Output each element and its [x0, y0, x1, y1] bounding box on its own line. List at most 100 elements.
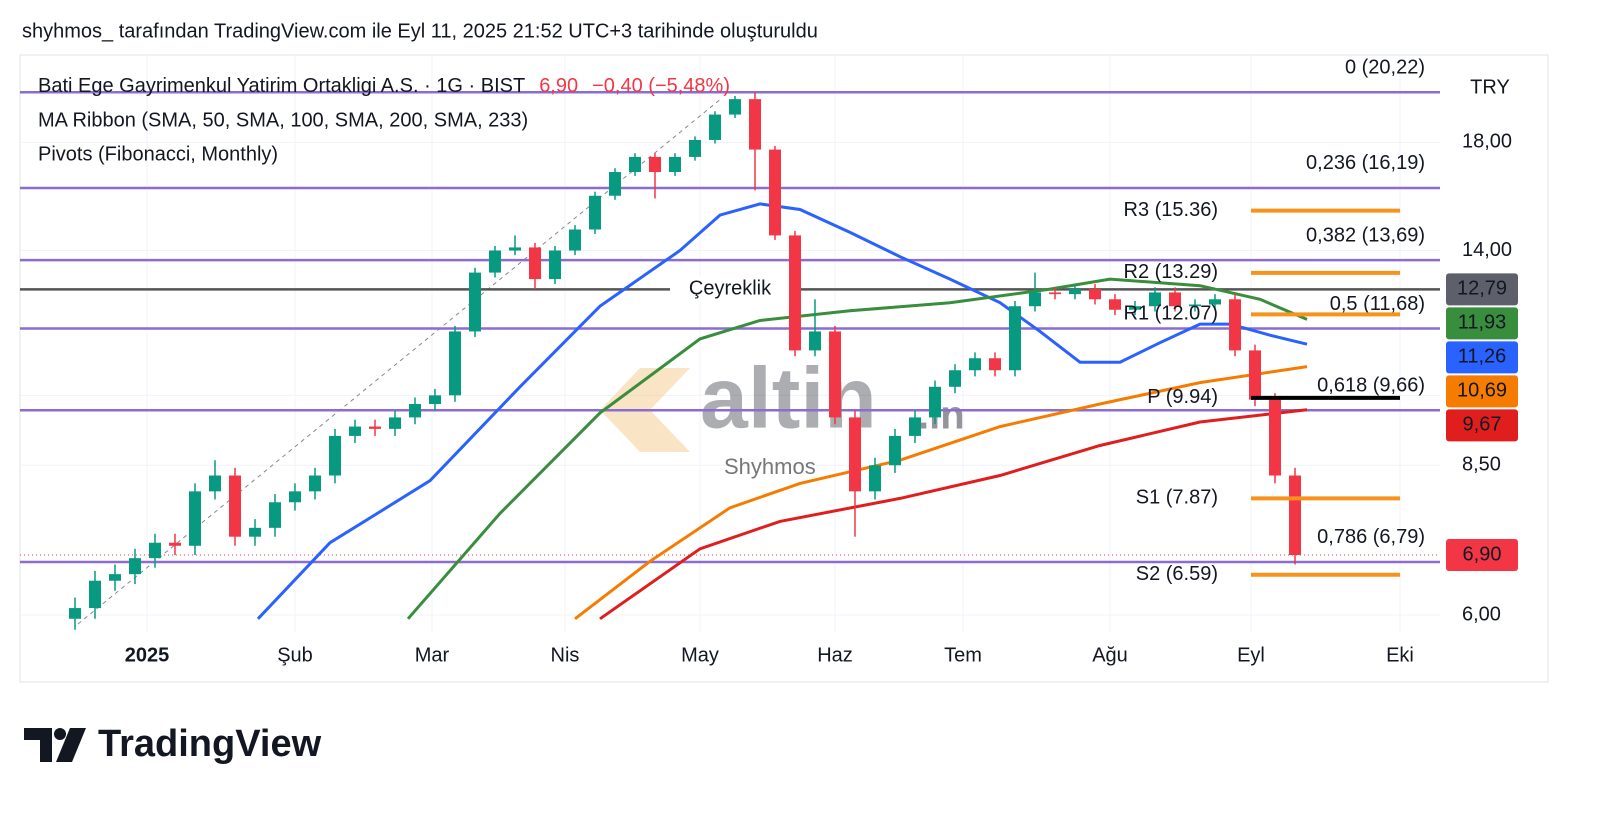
- fib-label: 0,382 (13,69): [1306, 224, 1425, 246]
- candle-body: [1029, 292, 1041, 307]
- candles: [69, 92, 1301, 630]
- chart-frame: [19, 54, 1549, 683]
- price-badge: [1446, 375, 1518, 408]
- candle-body: [709, 114, 721, 140]
- pivot-label: S1 (7.87): [1136, 487, 1218, 509]
- candle-body: [1089, 289, 1101, 300]
- candle-body: [129, 558, 141, 575]
- candle-body: [449, 331, 461, 396]
- ma-line: [256, 202, 1308, 620]
- candle-body: [169, 542, 181, 546]
- candle-body: [849, 417, 861, 492]
- price-badge-label: 10,69: [1457, 380, 1507, 402]
- x-tick-label: Mar: [415, 644, 450, 666]
- candle-body: [309, 475, 321, 492]
- price-badge-label: 9,67: [1463, 414, 1502, 436]
- y-tick-label: 8,50: [1462, 454, 1501, 476]
- candle-body: [1149, 292, 1161, 307]
- ma-line: [406, 277, 1308, 620]
- x-tick-label: Şub: [277, 644, 313, 666]
- legend: Bati Ege Gayrimenkul Yatirim Ortakligi A…: [38, 75, 730, 165]
- x-tick-label: Eyl: [1237, 644, 1265, 666]
- x-tick-label: May: [681, 644, 719, 666]
- pivot-label: R3 (15.36): [1124, 199, 1219, 221]
- fib-label: 0 (20,22): [1345, 57, 1425, 79]
- ma-line: [599, 408, 1308, 621]
- fib-label: 0,786 (6,79): [1317, 526, 1425, 548]
- y-tick-label: 6,00: [1462, 603, 1501, 625]
- candle-body: [1109, 299, 1121, 310]
- candle-body: [809, 331, 821, 351]
- pivot-label: R2 (13.29): [1124, 261, 1219, 283]
- price-badge: [1446, 273, 1518, 306]
- x-tick-label: Haz: [817, 644, 853, 666]
- candle-body: [489, 250, 501, 273]
- candle-body: [649, 156, 661, 173]
- logo-dot: [54, 728, 66, 740]
- quarterly-label: Çeyreklik: [689, 278, 772, 300]
- caption: shyhmos_ tarafından TradingView.com ile …: [22, 20, 818, 42]
- indicator: Pivots (Fibonacci, Monthly): [38, 143, 278, 165]
- watermark: altin .in Shyhmos: [600, 351, 965, 479]
- y-tick-label: 14,00: [1462, 239, 1512, 261]
- pivot-label: S2 (6.59): [1136, 563, 1218, 585]
- candle-body: [289, 491, 301, 503]
- candle-body: [389, 417, 401, 429]
- logo-mark: [56, 728, 86, 762]
- price-badge: [1446, 409, 1518, 442]
- candle-body: [329, 435, 341, 476]
- candle-body: [89, 580, 101, 609]
- candle-body: [789, 235, 801, 351]
- candle-body: [209, 475, 221, 492]
- candle-body: [1289, 475, 1301, 556]
- brand: TradingView: [98, 723, 322, 765]
- symbol: Bati Ege Gayrimenkul Yatirim Ortakligi A…: [38, 75, 525, 97]
- quarterly-label-bg: [670, 275, 790, 304]
- price-badge-label: 11,26: [1458, 346, 1507, 368]
- candle-body: [1049, 292, 1061, 295]
- price-badge-label: 12,79: [1457, 278, 1507, 300]
- candle-body: [189, 491, 201, 546]
- candle-body: [509, 247, 521, 251]
- candle-body: [1129, 306, 1141, 310]
- price-badge: [1446, 539, 1518, 572]
- watermark-text: altin: [700, 351, 877, 447]
- candle-body: [1229, 299, 1241, 351]
- x-tick-label: 2025: [125, 644, 170, 666]
- candle-body: [269, 502, 281, 528]
- candle-body: [889, 435, 901, 466]
- candle-body: [1269, 399, 1281, 476]
- indicator: MA Ribbon (SMA, 50, SMA, 100, SMA, 200, …: [38, 109, 528, 131]
- candle-body: [829, 331, 841, 418]
- price-badge: [1446, 307, 1518, 340]
- price-badge: [1446, 341, 1518, 374]
- price-badge-label: 6,90: [1463, 543, 1502, 565]
- candle-body: [969, 358, 981, 371]
- candle-body: [249, 527, 261, 537]
- candle-body: [1209, 299, 1221, 305]
- candle-body: [769, 149, 781, 236]
- x-tick-label: Tem: [944, 644, 982, 666]
- candle-body: [569, 229, 581, 251]
- candle-body: [689, 139, 701, 157]
- x-tick-label: Eki: [1386, 644, 1414, 666]
- candle-body: [149, 542, 161, 559]
- candle-body: [729, 99, 741, 115]
- price-badge-label: 11,93: [1458, 312, 1507, 334]
- y-tick-label: 18,00: [1462, 131, 1512, 153]
- price-badges: 12,79 11,93 11,26 10,69 9,67 6,90: [1446, 273, 1518, 572]
- candle-body: [1249, 350, 1261, 400]
- trend-line: [77, 97, 723, 625]
- candle-body: [589, 195, 601, 230]
- candle-body: [1189, 304, 1201, 307]
- candle-body: [69, 608, 81, 619]
- fib-label: 0,618 (9,66): [1317, 374, 1425, 396]
- candle-body: [669, 156, 681, 173]
- candle-body: [949, 370, 961, 387]
- grid: [20, 55, 1440, 632]
- pivot-label: R1 (12.07): [1124, 303, 1219, 325]
- pivot-label: P (9.94): [1147, 386, 1218, 408]
- pivots: R3 (15.36) R2 (13.29) R1 (12.07) P (9.94) S1…: [1124, 199, 1400, 585]
- candle-body: [909, 417, 921, 436]
